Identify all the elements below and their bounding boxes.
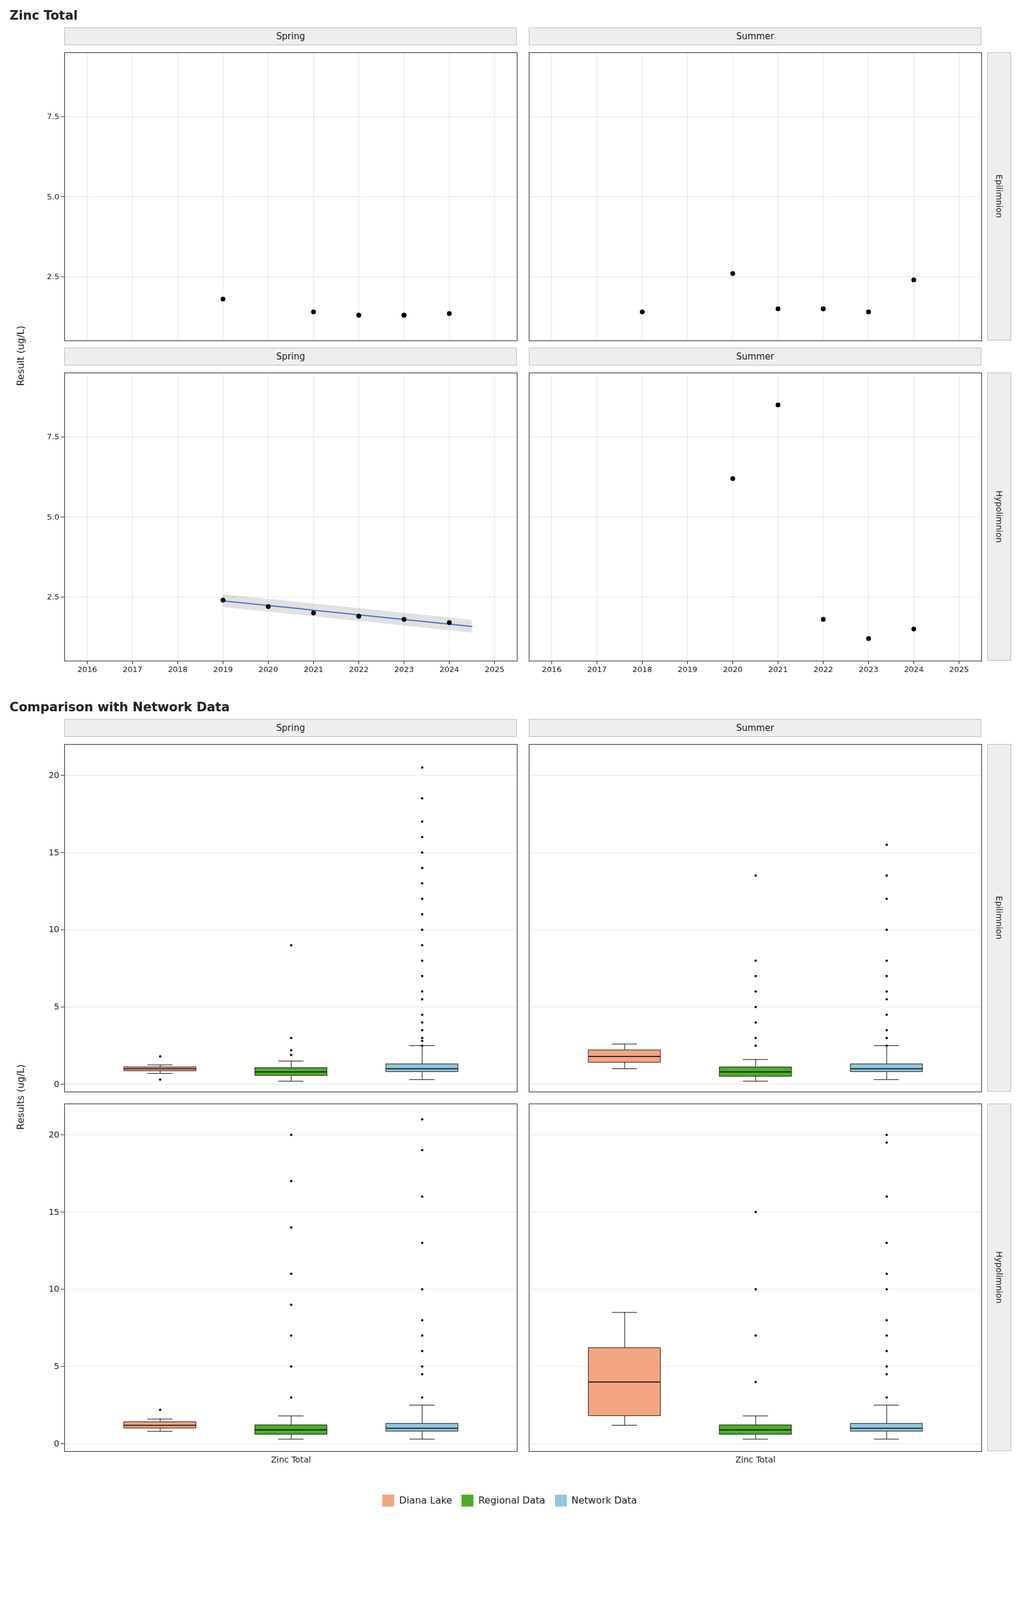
html-text:Spring: Spring bbox=[276, 30, 306, 42]
svg-text:Zinc Total: Zinc Total bbox=[270, 1455, 311, 1465]
svg-text:2023: 2023 bbox=[858, 665, 879, 675]
svg-text:2019: 2019 bbox=[677, 665, 698, 675]
svg-text:2017: 2017 bbox=[122, 665, 143, 675]
svg-text:2019: 2019 bbox=[213, 665, 233, 675]
html-text:Epilimnion: Epilimnion bbox=[994, 896, 1004, 941]
svg-text:15: 15 bbox=[48, 1207, 60, 1218]
svg-text:Zinc Total: Zinc Total bbox=[735, 1455, 776, 1465]
svg-text:2022: 2022 bbox=[813, 665, 834, 675]
svg-text:2020: 2020 bbox=[258, 665, 279, 675]
svg-text:2.5: 2.5 bbox=[47, 592, 60, 602]
svg-text:0: 0 bbox=[54, 1439, 60, 1449]
html-text:Network Data: Network Data bbox=[571, 1495, 637, 1507]
svg-text:2018: 2018 bbox=[632, 665, 653, 675]
svg-text:20: 20 bbox=[48, 1130, 60, 1140]
svg-text:2016: 2016 bbox=[77, 665, 98, 675]
html-text:Hypolimnion: Hypolimnion bbox=[994, 1251, 1004, 1305]
svg-text:0: 0 bbox=[54, 1079, 60, 1090]
html-text:Summer: Summer bbox=[736, 30, 775, 42]
svg-text:2017: 2017 bbox=[587, 665, 607, 675]
html-text:Spring: Spring bbox=[276, 351, 306, 363]
svg-text:2.5: 2.5 bbox=[47, 272, 60, 282]
svg-text:2025: 2025 bbox=[949, 665, 969, 675]
html-text:Summer: Summer bbox=[736, 722, 775, 734]
svg-text:10: 10 bbox=[48, 1284, 60, 1294]
svg-text:2021: 2021 bbox=[303, 665, 324, 675]
html-text:Diana Lake: Diana Lake bbox=[399, 1495, 453, 1507]
svg-text:5: 5 bbox=[54, 1002, 60, 1012]
svg-text:2020: 2020 bbox=[722, 665, 743, 675]
svg-text:2022: 2022 bbox=[348, 665, 369, 675]
svg-text:2024: 2024 bbox=[439, 665, 460, 675]
html-text:Zinc Total: Zinc Total bbox=[9, 8, 78, 23]
html-text:Result (ug/L): Result (ug/L) bbox=[14, 325, 26, 387]
svg-text:2024: 2024 bbox=[903, 665, 924, 675]
html-text:Hypolimnion: Hypolimnion bbox=[994, 490, 1004, 544]
svg-text:20: 20 bbox=[48, 770, 60, 781]
svg-text:7.5: 7.5 bbox=[47, 111, 60, 121]
html-text:Epilimnion: Epilimnion bbox=[994, 174, 1004, 219]
svg-text:2025: 2025 bbox=[484, 665, 505, 675]
svg-text:15: 15 bbox=[48, 847, 60, 858]
html-text:Results (ug/L): Results (ug/L) bbox=[14, 1064, 26, 1131]
svg-text:2016: 2016 bbox=[541, 665, 562, 675]
html-text:Comparison with Network Data: Comparison with Network Data bbox=[9, 700, 230, 715]
html-text:Spring: Spring bbox=[276, 722, 306, 734]
svg-text:2018: 2018 bbox=[167, 665, 188, 675]
svg-text:7.5: 7.5 bbox=[47, 432, 60, 442]
svg-text:5.0: 5.0 bbox=[47, 192, 60, 202]
svg-text:2023: 2023 bbox=[394, 665, 414, 675]
svg-text:10: 10 bbox=[48, 924, 60, 935]
svg-text:5.0: 5.0 bbox=[47, 512, 60, 522]
html-text:Summer: Summer bbox=[736, 351, 775, 363]
svg-text:5: 5 bbox=[54, 1361, 60, 1372]
svg-text:2021: 2021 bbox=[768, 665, 788, 675]
html-text:Regional Data: Regional Data bbox=[478, 1495, 546, 1507]
